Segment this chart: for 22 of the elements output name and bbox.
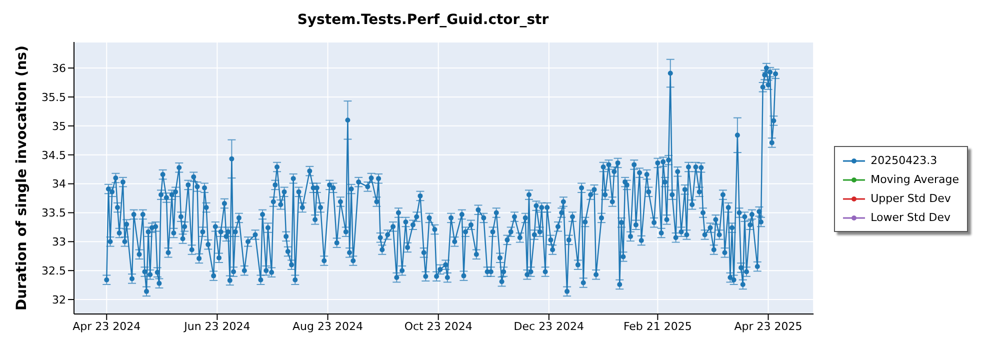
y-tick-label: 36 bbox=[52, 62, 66, 75]
legend-label: Upper Std Dev bbox=[870, 192, 951, 205]
y-tick-label: 35.5 bbox=[42, 90, 66, 104]
y-tick-label: 35 bbox=[52, 120, 66, 133]
x-tick-label: Jun 23 2024 bbox=[183, 320, 250, 333]
y-tick-label: 32 bbox=[52, 293, 66, 306]
x-tick-label: Aug 23 2024 bbox=[292, 320, 364, 333]
y-tick-label: 33.5 bbox=[42, 206, 66, 220]
legend-label: Moving Average bbox=[870, 173, 959, 186]
x-tick-label: Feb 21 2025 bbox=[623, 320, 692, 333]
chart-title: System.Tests.Perf_Guid.ctor_str bbox=[296, 11, 550, 30]
y-tick-label: 34.5 bbox=[42, 148, 66, 162]
legend-label: 20250423.3 bbox=[870, 154, 938, 167]
y-axis-title: Duration of single invocation (ns) bbox=[14, 45, 30, 311]
x-tick-label: Apr 23 2025 bbox=[734, 320, 802, 333]
x-tick-label: Dec 23 2024 bbox=[514, 320, 584, 333]
x-tick-label: Apr 23 2024 bbox=[72, 320, 141, 333]
legend-label: Lower Std Dev bbox=[870, 211, 951, 224]
y-tick-label: 32.5 bbox=[42, 264, 66, 278]
x-tick-label: Oct 23 2024 bbox=[404, 320, 472, 333]
y-tick-label: 34 bbox=[52, 178, 66, 191]
y-tick-label: 33 bbox=[52, 236, 66, 249]
